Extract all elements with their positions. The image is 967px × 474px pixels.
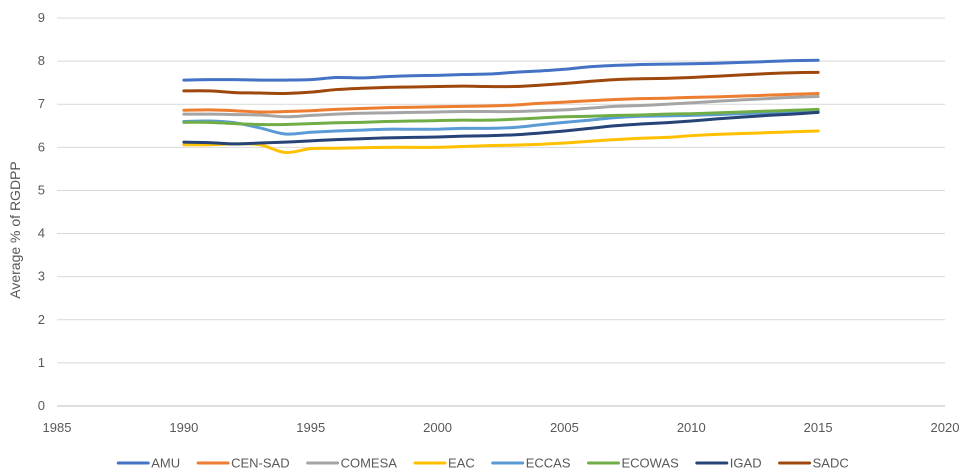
legend-item: EAC	[413, 456, 475, 471]
legend-label: ECOWAS	[622, 456, 680, 471]
series-line-igad	[182, 110, 820, 146]
legend-label: AMU	[151, 456, 180, 471]
legend-label: IGAD	[730, 456, 762, 471]
y-tick-label: 2	[38, 312, 45, 327]
series-line-comesa	[182, 94, 820, 119]
x-tick-label: 1995	[296, 420, 325, 435]
y-axis-title: Average % of RGDPP	[7, 161, 23, 298]
y-tick-label: 4	[38, 226, 45, 241]
y-tick-label: 7	[38, 96, 45, 111]
legend-item: COMESA	[306, 456, 398, 471]
x-axis-tick-labels: 1985 1990 1995 2000 2005 2010 2015 2020	[43, 420, 960, 435]
legend-item: SADC	[778, 456, 849, 471]
y-axis-tick-labels: 0 1 2 3 4 5 6 7 8 9	[38, 10, 45, 413]
legend-label: EAC	[448, 456, 475, 471]
gridlines	[57, 17, 945, 407]
legend: AMU CEN-SAD COMESA EAC ECCAS ECOWAS IGAD SADC	[116, 456, 849, 471]
x-tick-label: 2020	[931, 420, 960, 435]
legend-label: COMESA	[341, 456, 398, 471]
x-tick-label: 1990	[169, 420, 198, 435]
y-tick-label: 8	[38, 53, 45, 68]
legend-label: CEN-SAD	[231, 456, 290, 471]
x-tick-label: 1985	[43, 420, 72, 435]
series-line-cen-sad	[182, 91, 820, 114]
y-tick-label: 5	[38, 182, 45, 197]
legend-label: ECCAS	[526, 456, 571, 471]
series-line-eccas	[182, 109, 820, 136]
legend-item: CEN-SAD	[196, 456, 290, 471]
y-tick-label: 6	[38, 139, 45, 154]
y-tick-label: 0	[38, 398, 45, 413]
x-tick-label: 2010	[677, 420, 706, 435]
x-tick-label: 2005	[550, 420, 579, 435]
legend-item: AMU	[116, 456, 180, 471]
series-lines	[182, 58, 820, 155]
series-line-ecowas	[182, 107, 820, 127]
legend-item: ECOWAS	[587, 456, 680, 471]
y-tick-label: 9	[38, 10, 45, 25]
series-line-eac	[182, 129, 820, 155]
series-line-amu	[182, 58, 820, 82]
y-tick-label: 3	[38, 269, 45, 284]
legend-label: SADC	[813, 456, 849, 471]
x-tick-label: 2000	[423, 420, 452, 435]
y-tick-label: 1	[38, 355, 45, 370]
legend-item: IGAD	[695, 456, 762, 471]
series-line-sadc	[182, 70, 820, 95]
legend-item: ECCAS	[491, 456, 571, 471]
x-tick-label: 2015	[804, 420, 833, 435]
